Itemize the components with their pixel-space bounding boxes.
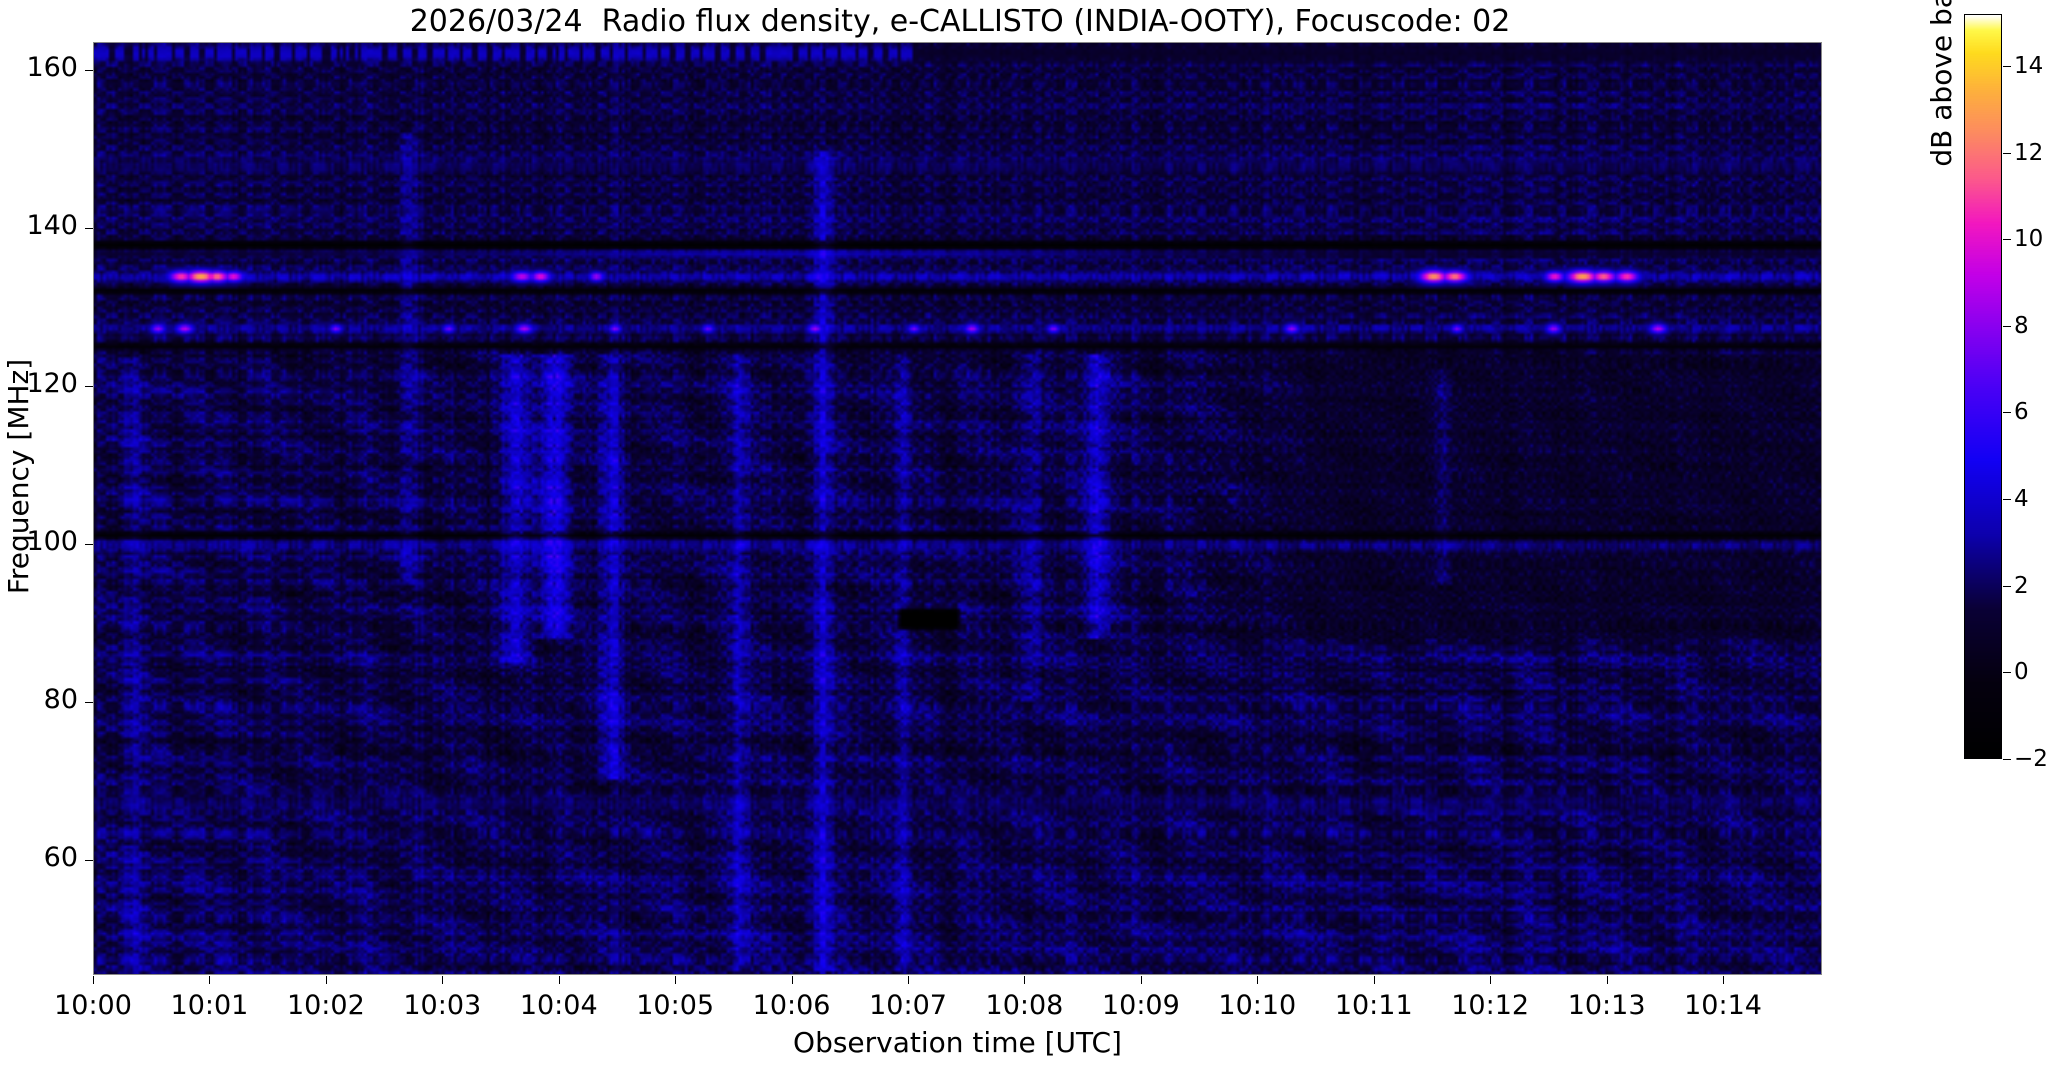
x-tick-mark [908, 976, 910, 984]
x-tick-mark [1723, 976, 1725, 984]
x-tick-mark [675, 976, 677, 984]
colorbar-tick-label: 0 [2014, 659, 2029, 686]
x-tick-mark [325, 976, 327, 984]
colorbar-tick-label: 8 [2014, 312, 2029, 339]
spectrogram-raster [94, 43, 1821, 974]
y-tick-mark [85, 69, 93, 71]
y-tick-label: 80 [43, 684, 78, 716]
x-tick-mark [1606, 976, 1608, 984]
y-tick-label: 160 [26, 51, 78, 83]
x-tick-mark [1490, 976, 1492, 984]
y-axis-label: Frequency [MHz] [2, 358, 35, 595]
colorbar-tick-mark [2003, 585, 2011, 587]
x-tick-mark [1257, 976, 1259, 984]
x-tick-label: 10:03 [403, 990, 482, 1021]
colorbar-tick-label: 14 [2014, 52, 2044, 79]
x-tick-label: 10:08 [985, 990, 1064, 1021]
y-tick-mark [85, 544, 93, 546]
y-tick-mark [85, 860, 93, 862]
colorbar-tick-mark [2003, 325, 2011, 327]
colorbar-tick-mark [2003, 759, 2011, 760]
page-title: 2026/03/24 Radio flux density, e-CALLIST… [409, 4, 1511, 39]
y-tick-label: 140 [26, 209, 78, 241]
x-tick-label: 10:00 [54, 990, 132, 1021]
x-tick-mark [442, 976, 444, 984]
x-tick-mark [1024, 976, 1026, 984]
colorbar-gradient [1965, 15, 2001, 758]
x-tick-mark [1140, 976, 1142, 984]
colorbar-tick-mark [2003, 152, 2011, 154]
x-tick-label: 10:07 [869, 990, 947, 1021]
x-axis-label: Observation time [UTC] [793, 1026, 1122, 1059]
x-tick-label: 10:13 [1567, 990, 1646, 1021]
x-tick-mark [1373, 976, 1375, 984]
colorbar-tick-mark [2003, 65, 2011, 67]
colorbar-tick-mark [2003, 412, 2011, 414]
x-tick-label: 10:12 [1451, 990, 1530, 1021]
x-tick-label: 10:11 [1334, 990, 1413, 1021]
x-tick-label: 10:10 [1218, 990, 1297, 1021]
y-tick-label: 120 [26, 367, 78, 399]
colorbar[interactable] [1964, 14, 2002, 759]
x-tick-mark [209, 976, 211, 984]
colorbar-label: dB above background [1925, 0, 1958, 167]
x-tick-label: 10:01 [170, 990, 249, 1021]
colorbar-tick-label: 4 [2014, 486, 2029, 513]
y-tick-label: 100 [26, 526, 78, 558]
x-tick-mark [93, 976, 94, 984]
colorbar-tick-label: 10 [2014, 226, 2044, 253]
y-tick-mark [85, 227, 93, 229]
colorbar-tick-label: −2 [2014, 746, 2048, 772]
y-tick-mark [85, 385, 93, 387]
x-tick-label: 10:06 [752, 990, 831, 1021]
colorbar-tick-mark [2003, 499, 2011, 501]
colorbar-tick-label: 12 [2014, 139, 2044, 166]
x-tick-label: 10:04 [519, 990, 598, 1021]
x-tick-mark [791, 976, 793, 984]
x-tick-label: 10:09 [1101, 990, 1180, 1021]
x-tick-label: 10:02 [286, 990, 365, 1021]
x-tick-label: 10:05 [636, 990, 715, 1021]
y-tick-label: 60 [43, 842, 78, 874]
colorbar-tick-label: 2 [2014, 572, 2029, 599]
x-tick-mark [558, 976, 560, 984]
x-tick-label: 10:14 [1684, 990, 1762, 1021]
y-tick-mark [85, 702, 93, 704]
colorbar-tick-mark [2003, 239, 2011, 241]
spectrogram-plot-area[interactable] [93, 42, 1822, 975]
colorbar-tick-mark [2003, 672, 2011, 674]
colorbar-tick-label: 6 [2014, 399, 2029, 426]
